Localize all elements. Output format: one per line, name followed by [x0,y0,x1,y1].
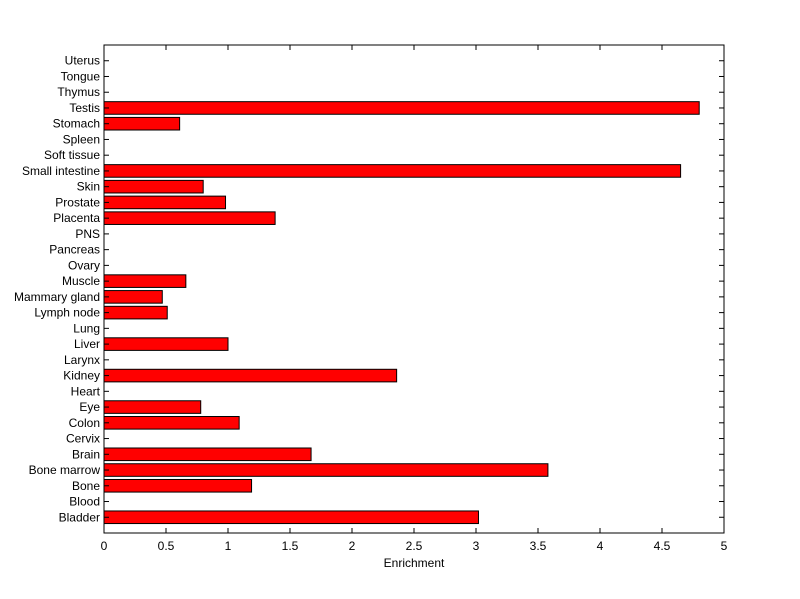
bar-small-intestine [103,164,682,178]
bar-eye [103,400,202,414]
bar-bladder [103,510,479,525]
y-tick-label-bone: Bone [72,479,100,493]
y-tick-label-prostate: Prostate [55,195,100,209]
y-tick-label-blood: Blood [69,495,100,509]
bar-colon [103,416,240,430]
y-tick-label-mammary-gland: Mammary gland [14,290,100,304]
y-tick-label-lung: Lung [73,321,100,335]
x-tick-label-4: 2 [349,539,356,553]
bar-placenta [103,211,276,225]
x-tick-label-10: 5 [721,539,728,553]
x-tick-label-9: 4.5 [654,539,671,553]
bar-bone [103,478,253,493]
bar-kidney [103,368,398,383]
y-tick-label-testis: Testis [69,101,100,115]
y-tick-label-kidney: Kidney [63,369,100,383]
x-tick-label-2: 1 [225,539,232,553]
x-tick-label-6: 3 [473,539,480,553]
bar-stomach [103,116,181,131]
y-tick-label-skin: Skin [77,180,100,194]
y-tick-label-ovary: Ovary [68,258,100,272]
y-tick-label-pns: PNS [75,227,100,241]
y-tick-label-pancreas: Pancreas [49,243,100,257]
y-tick-label-liver: Liver [74,337,100,351]
y-tick-label-larynx: Larynx [64,353,100,367]
bar-brain [103,447,312,462]
x-tick-label-1: 0.5 [158,539,175,553]
y-tick-label-colon: Colon [69,416,100,430]
y-tick-label-bladder: Bladder [59,510,100,524]
x-tick-label-8: 4 [597,539,604,553]
x-axis-label: Enrichment [384,556,445,570]
y-tick-label-lymph-node: Lymph node [34,306,100,320]
y-tick-label-spleen: Spleen [63,132,100,146]
bar-skin [103,179,204,194]
y-tick-label-soft-tissue: Soft tissue [44,148,100,162]
y-tick-label-cervix: Cervix [66,432,100,446]
y-tick-label-muscle: Muscle [62,274,100,288]
y-tick-label-uterus: Uterus [65,54,100,68]
bar-lymph-node [103,305,168,320]
x-tick-label-7: 3.5 [530,539,547,553]
y-tick-label-bone-marrow: Bone marrow [29,463,101,477]
bar-mammary-gland [103,290,163,304]
bar-bone-marrow [103,463,549,477]
bar-muscle [103,274,187,288]
x-tick-label-5: 2.5 [406,539,423,553]
bar-prostate [103,195,227,210]
y-tick-label-tongue: Tongue [61,69,101,83]
x-axis-ticks: 0 0.5 1 1.5 2 2.5 3 3.5 4 4.5 5 [101,45,728,553]
y-tick-label-stomach: Stomach [53,117,100,131]
y-tick-label-heart: Heart [71,384,101,398]
y-tick-label-placenta: Placenta [53,211,100,225]
y-tick-label-small-intestine: Small intestine [22,164,100,178]
y-tick-label-eye: Eye [79,400,100,414]
x-tick-label-3: 1.5 [282,539,299,553]
y-tick-label-thymus: Thymus [57,85,100,99]
plot-frame [103,44,725,534]
bar-liver [103,337,229,351]
bar-testis [103,101,700,115]
x-tick-label-0: 0 [101,539,108,553]
y-tick-label-brain: Brain [72,447,100,461]
